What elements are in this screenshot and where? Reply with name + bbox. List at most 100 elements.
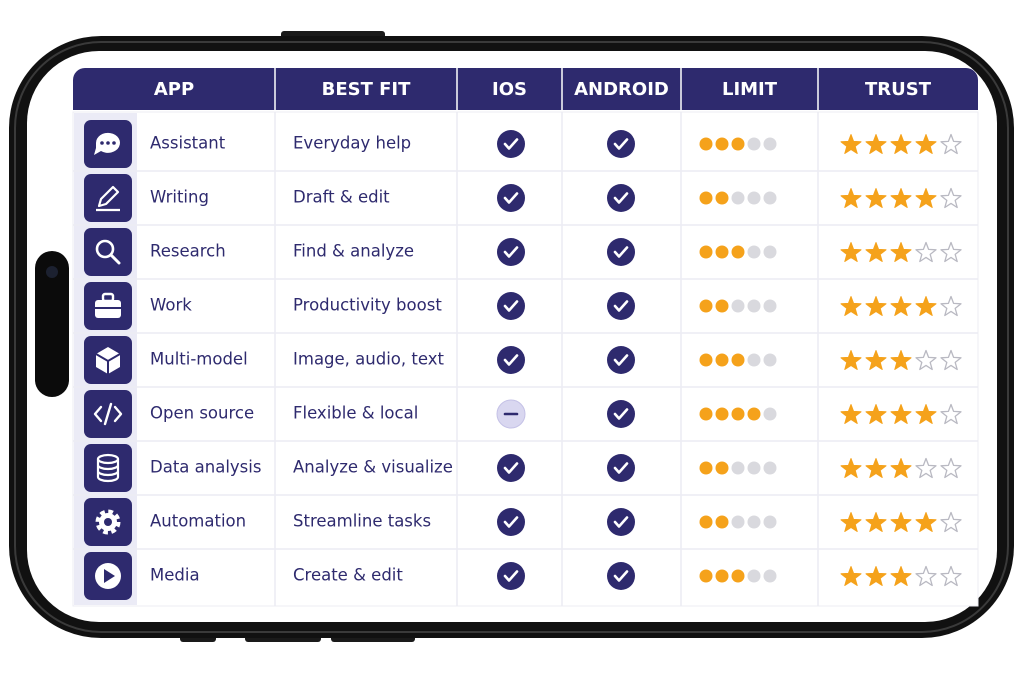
trust-star-filled [865,404,887,424]
icon-shape [95,509,121,535]
limit-dot-filled [731,407,745,421]
limit-dot-filled [731,137,745,151]
limit-dot-filled [699,245,713,259]
trust-star-empty [940,241,962,263]
app-name: Multi-model [150,350,248,369]
header-label: BEST FIT [322,79,412,100]
trust-rating [840,457,962,479]
app-icon [95,509,121,535]
limit-rating [699,137,777,151]
table-body [72,111,979,607]
limit-dot-filled [699,137,713,151]
icon-shape [95,239,115,259]
trust-star-empty [940,295,962,317]
android-support [607,400,635,428]
android-support [607,292,635,320]
app-icon-bg [84,174,132,222]
icon-shape [112,141,116,145]
android-support [607,454,635,482]
trust-star-empty [915,457,937,479]
best-fit: Flexible & local [293,404,418,423]
header-label: IOS [492,79,527,100]
icon-shape [104,569,115,583]
trust-star-filled [840,188,862,208]
icon-shape [96,185,120,212]
trust-star-filled [840,404,862,424]
best-fit: Productivity boost [293,296,442,315]
app-icon [96,185,120,212]
check-mark [613,192,629,204]
check-mark [613,138,629,150]
trust-star-filled [865,134,887,154]
header-label: TRUST [865,79,932,100]
limit-dot-empty [747,137,761,151]
check-mark [613,408,629,420]
trust-star-filled [840,566,862,586]
limit-rating [699,461,777,475]
android-support [607,238,635,266]
icon-shape [109,253,121,265]
trust-star-filled [865,242,887,262]
trust-star-filled [865,458,887,478]
check-mark [503,246,519,258]
ios-support [497,454,525,482]
check-circle [607,184,635,212]
limit-dot-empty [747,299,761,313]
trust-star-empty [915,241,937,263]
limit-dot-empty [731,461,745,475]
best-fit: Draft & edit [293,188,390,207]
trust-star-filled [840,242,862,262]
trust-star-filled [840,458,862,478]
app-name: Writing [150,188,209,207]
check-mark [613,570,629,582]
android-support [607,562,635,590]
limit-dot-filled [731,245,745,259]
trust-star-filled [890,188,912,208]
check-mark [503,138,519,150]
app-icon [95,563,121,589]
trust-star-filled [915,296,937,316]
app-icon [94,132,120,155]
camera-lens [46,266,58,278]
limit-dot-empty [747,245,761,259]
check-circle [497,238,525,266]
limit-dot-filled [699,353,713,367]
check-mark [503,570,519,582]
app-name: Open source [150,404,254,423]
trust-star-filled [890,512,912,532]
icon-shape [93,402,123,426]
limit-dot-filled [699,569,713,583]
limit-dot-filled [715,569,729,583]
limit-rating [699,353,777,367]
limit-dot-filled [747,407,761,421]
camera-pill [35,251,69,397]
trust-star-empty [915,349,937,371]
limit-dot-empty [731,299,745,313]
trust-star-filled [890,134,912,154]
limit-dot-empty [763,191,777,205]
best-fit: Create & edit [293,566,403,585]
android-support [607,130,635,158]
ios-support [497,130,525,158]
limit-dot-empty [747,353,761,367]
check-mark [613,354,629,366]
check-circle [607,454,635,482]
trust-star-filled [840,512,862,532]
limit-dot-empty [763,569,777,583]
check-mark [613,516,629,528]
trust-star-empty [940,565,962,587]
limit-dot-filled [699,299,713,313]
limit-dot-empty [763,137,777,151]
limit-rating [699,407,777,421]
trust-star-empty [940,403,962,425]
icon-shape [100,141,104,145]
check-mark [503,354,519,366]
limit-rating [699,245,777,259]
limit-dot-empty [763,461,777,475]
icon-shape [104,518,112,526]
trust-star-filled [915,188,937,208]
limit-dot-filled [715,299,729,313]
check-circle [607,400,635,428]
trust-star-filled [915,404,937,424]
